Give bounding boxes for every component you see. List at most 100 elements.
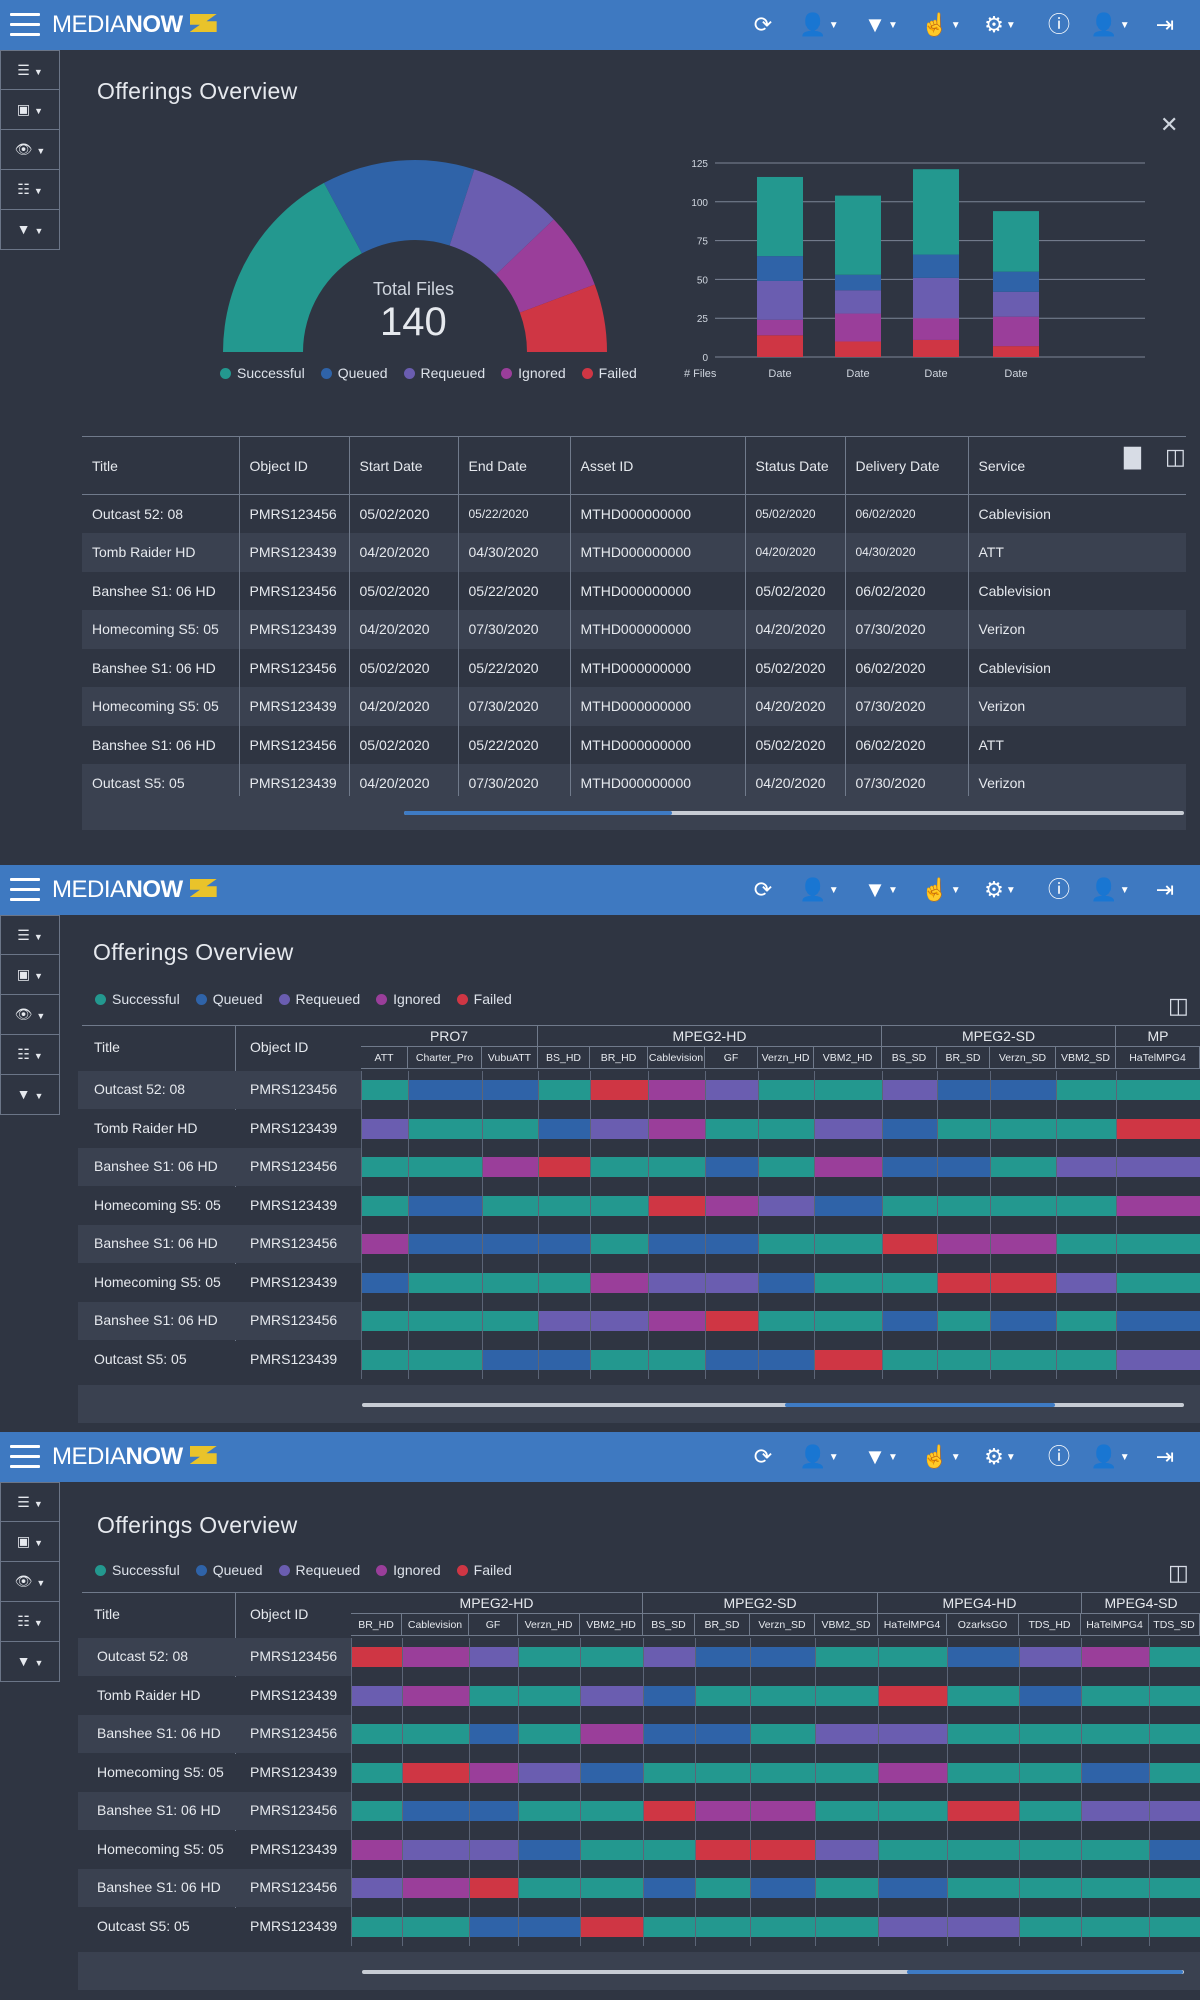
status-cell[interactable] (695, 1685, 750, 1706)
status-cell[interactable] (1081, 1801, 1149, 1821)
document-dropdown[interactable]: ☷ ▼ (0, 1035, 60, 1075)
column-header[interactable]: Service (968, 436, 1186, 495)
status-cell[interactable] (1056, 1157, 1116, 1177)
status-cell[interactable] (1019, 1878, 1081, 1898)
bar-segment-failed[interactable] (993, 346, 1039, 357)
column-sub-header[interactable]: Verzn_HD (758, 1047, 814, 1069)
status-cell[interactable] (815, 1916, 878, 1937)
status-cell[interactable] (750, 1762, 815, 1783)
matrix-row[interactable] (78, 1638, 236, 1676)
status-cell[interactable] (814, 1272, 882, 1293)
status-cell[interactable] (351, 1724, 402, 1744)
status-cell[interactable] (538, 1080, 590, 1100)
status-cell[interactable] (1056, 1311, 1116, 1331)
status-cell[interactable] (695, 1762, 750, 1783)
status-cell[interactable] (758, 1157, 814, 1177)
rows-dropdown[interactable]: ☰ ▼ (0, 50, 60, 90)
column-group-header[interactable]: MP (1116, 1025, 1200, 1047)
hamburger-menu-icon[interactable] (10, 1445, 40, 1469)
status-cell[interactable] (361, 1349, 408, 1370)
gear-icon[interactable]: ⚙ ▼ (984, 877, 1016, 902)
status-cell[interactable] (814, 1118, 882, 1139)
column-group-header[interactable]: MPEG2-SD (643, 1592, 878, 1614)
status-cell[interactable] (750, 1647, 815, 1667)
status-cell[interactable] (695, 1916, 750, 1937)
table-row[interactable]: Outcast 52: 08 PMRS123456 05/02/2020 05/22/… (82, 494, 1186, 533)
column-header-title[interactable]: Title (94, 1039, 120, 1055)
logout-icon[interactable]: ⇥ (1155, 12, 1175, 37)
status-cell[interactable] (937, 1272, 990, 1293)
status-cell[interactable] (937, 1234, 990, 1254)
column-sub-header[interactable]: TDS_SD (1149, 1614, 1200, 1636)
status-cell[interactable] (538, 1349, 590, 1370)
status-cell[interactable] (482, 1157, 538, 1177)
status-cell[interactable] (815, 1685, 878, 1706)
status-cell[interactable] (648, 1272, 705, 1293)
status-cell[interactable] (402, 1762, 469, 1783)
status-cell[interactable] (538, 1272, 590, 1293)
status-cell[interactable] (482, 1234, 538, 1254)
status-cell[interactable] (814, 1234, 882, 1254)
status-cell[interactable] (361, 1272, 408, 1293)
column-group-header[interactable]: MPEG4-HD (878, 1592, 1082, 1614)
bar-segment-requeued[interactable] (835, 290, 881, 314)
matrix-row[interactable] (78, 1340, 236, 1379)
status-cell[interactable] (402, 1839, 469, 1860)
matrix-row[interactable] (78, 1753, 236, 1792)
status-cell[interactable] (882, 1311, 937, 1331)
user-location-icon[interactable]: 👤 ▼ (799, 1444, 839, 1469)
status-cell[interactable] (1149, 1801, 1200, 1821)
status-cell[interactable] (1019, 1647, 1081, 1667)
column-sub-header[interactable]: VubuATT (482, 1047, 538, 1069)
filter-dropdown[interactable]: ▼ ▼ (0, 1642, 60, 1682)
status-cell[interactable] (705, 1195, 758, 1216)
bar-segment-ignored[interactable] (993, 316, 1039, 347)
status-cell[interactable] (643, 1724, 695, 1744)
status-cell[interactable] (758, 1234, 814, 1254)
column-header[interactable]: Start Date (349, 436, 459, 495)
status-cell[interactable] (1149, 1839, 1200, 1860)
table-row[interactable]: Banshee S1: 06 HD PMRS123456 05/02/2020 05/… (82, 571, 1186, 610)
column-header[interactable]: Object ID (239, 436, 350, 495)
matrix-row[interactable] (78, 1869, 236, 1907)
status-cell[interactable] (469, 1647, 518, 1667)
status-cell[interactable] (643, 1839, 695, 1860)
status-cell[interactable] (408, 1118, 482, 1139)
status-cell[interactable] (1081, 1916, 1149, 1937)
status-cell[interactable] (648, 1311, 705, 1331)
matrix-row[interactable] (78, 1792, 236, 1830)
status-cell[interactable] (814, 1195, 882, 1216)
bar-segment-queued[interactable] (757, 256, 803, 281)
status-cell[interactable] (990, 1080, 1056, 1100)
column-sub-header[interactable]: BS_HD (538, 1047, 590, 1069)
matrix-row[interactable] (78, 1676, 236, 1715)
status-cell[interactable] (351, 1762, 402, 1783)
table-row[interactable]: Banshee S1: 06 HD PMRS123456 05/02/2020 05/… (82, 648, 1186, 687)
status-cell[interactable] (580, 1724, 643, 1744)
status-cell[interactable] (648, 1349, 705, 1370)
column-group-header[interactable]: MPEG2-SD (882, 1025, 1116, 1047)
status-cell[interactable] (695, 1647, 750, 1667)
status-cell[interactable] (580, 1647, 643, 1667)
status-cell[interactable] (750, 1916, 815, 1937)
status-cell[interactable] (1116, 1272, 1200, 1293)
status-cell[interactable] (878, 1916, 947, 1937)
status-cell[interactable] (1116, 1080, 1200, 1100)
column-sub-header[interactable]: Charter_Pro (408, 1047, 482, 1069)
status-cell[interactable] (947, 1878, 1019, 1898)
column-sub-header[interactable]: VBM2_HD (814, 1047, 882, 1069)
status-cell[interactable] (482, 1080, 538, 1100)
video-dropdown[interactable]: ▣ ▼ (0, 955, 60, 995)
status-cell[interactable] (947, 1647, 1019, 1667)
status-cell[interactable] (947, 1916, 1019, 1937)
status-cell[interactable] (590, 1234, 648, 1254)
donut-slice-queued[interactable] (324, 160, 475, 254)
bar-segment-successful[interactable] (835, 195, 881, 275)
status-cell[interactable] (815, 1724, 878, 1744)
column-sub-header[interactable]: VBM2_HD (580, 1614, 643, 1636)
status-cell[interactable] (1116, 1234, 1200, 1254)
column-header[interactable]: Asset ID (570, 436, 746, 495)
status-cell[interactable] (361, 1195, 408, 1216)
status-cell[interactable] (351, 1647, 402, 1667)
status-cell[interactable] (538, 1311, 590, 1331)
